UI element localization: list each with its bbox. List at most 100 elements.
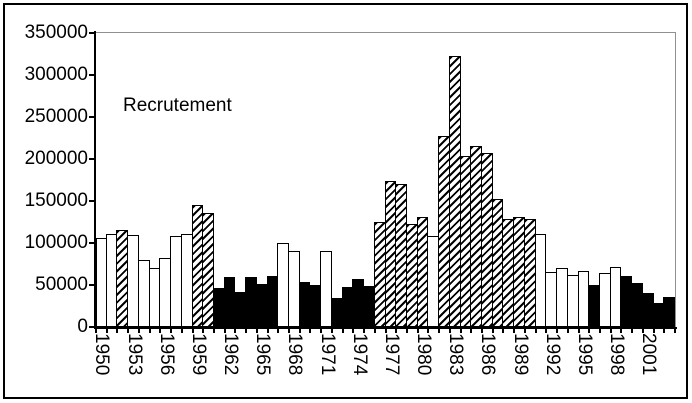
x-axis-tick — [513, 329, 515, 333]
x-axis-tick — [395, 329, 397, 333]
x-axis-tick — [427, 329, 429, 333]
bar-1952 — [116, 230, 128, 327]
y-axis-tick — [89, 116, 94, 118]
bar-1988 — [502, 219, 514, 327]
x-axis-tick — [653, 329, 655, 333]
bar-1986 — [481, 153, 493, 327]
x-axis-tick — [449, 329, 451, 333]
x-axis-label-1974: 1974 — [349, 333, 370, 376]
x-axis-tick — [545, 329, 547, 333]
x-axis-tick — [127, 329, 129, 333]
x-axis-label-1953: 1953 — [124, 333, 145, 376]
y-axis-tick — [89, 158, 94, 160]
x-axis-tick — [234, 329, 236, 333]
bar-1971 — [320, 251, 332, 327]
x-axis-tick — [309, 329, 311, 333]
y-axis-label-350000: 350000 — [24, 22, 88, 43]
x-axis-label-1995: 1995 — [574, 333, 595, 376]
x-axis-label-1977: 1977 — [381, 333, 402, 376]
top-gridline — [96, 32, 676, 33]
x-axis-tick — [331, 329, 333, 333]
x-axis-tick — [535, 329, 537, 333]
x-axis-label-1986: 1986 — [477, 333, 498, 376]
bar-2003 — [663, 297, 675, 327]
y-axis-tick — [89, 326, 94, 328]
x-axis-tick — [438, 329, 440, 333]
x-axis-tick — [470, 329, 472, 333]
y-axis-tick — [89, 242, 94, 244]
x-axis-tick — [320, 329, 322, 333]
x-axis-label-1962: 1962 — [220, 333, 241, 376]
x-axis-tick — [277, 329, 279, 333]
x-axis-tick — [213, 329, 215, 333]
y-axis-tick — [89, 200, 94, 202]
y-axis-tick — [89, 74, 94, 76]
x-axis-tick — [192, 329, 194, 333]
bar-1983 — [449, 56, 461, 327]
x-axis-tick — [159, 329, 161, 333]
y-axis-label-50000: 50000 — [35, 274, 88, 295]
x-axis-tick — [620, 329, 622, 333]
x-axis-label-1989: 1989 — [510, 333, 531, 376]
x-axis-tick — [524, 329, 526, 333]
plot-right-border — [675, 32, 676, 328]
x-axis-tick — [256, 329, 258, 333]
x-axis-tick — [138, 329, 140, 333]
y-axis-tick — [89, 32, 94, 34]
x-axis-tick — [299, 329, 301, 333]
x-axis-tick — [116, 329, 118, 333]
x-axis-tick — [610, 329, 612, 333]
y-axis-label-250000: 250000 — [24, 106, 88, 127]
y-axis-label-100000: 100000 — [24, 232, 88, 253]
x-axis-tick — [374, 329, 376, 333]
x-axis-label-1968: 1968 — [284, 333, 305, 376]
x-axis-tick — [224, 329, 226, 333]
x-axis-tick — [363, 329, 365, 333]
y-axis-label-200000: 200000 — [24, 148, 88, 169]
x-axis-tick — [492, 329, 494, 333]
x-axis-tick — [406, 329, 408, 333]
x-axis-label-1950: 1950 — [91, 333, 112, 376]
x-axis-tick — [578, 329, 580, 333]
x-axis-tick — [106, 329, 108, 333]
x-axis-tick — [481, 329, 483, 333]
x-axis-tick — [556, 329, 558, 333]
x-axis-tick — [352, 329, 354, 333]
x-axis-label-1959: 1959 — [188, 333, 209, 376]
x-axis-tick — [202, 329, 204, 333]
x-axis-tick — [631, 329, 633, 333]
x-axis-line — [94, 327, 677, 329]
x-axis-tick — [245, 329, 247, 333]
x-axis-label-1971: 1971 — [317, 333, 338, 376]
x-axis-label-1980: 1980 — [413, 333, 434, 376]
y-axis-line — [94, 31, 96, 329]
x-axis-tick — [267, 329, 269, 333]
x-axis-tick — [502, 329, 504, 333]
x-axis-label-1998: 1998 — [606, 333, 627, 376]
bar-1985 — [470, 146, 482, 327]
x-axis-label-1992: 1992 — [542, 333, 563, 376]
x-axis-label-2001: 2001 — [638, 333, 659, 376]
y-axis-tick — [89, 284, 94, 286]
x-axis-tick — [181, 329, 183, 333]
x-axis-label-1983: 1983 — [445, 333, 466, 376]
x-axis-tick — [588, 329, 590, 333]
x-axis-label-1965: 1965 — [252, 333, 273, 376]
x-axis-tick — [95, 329, 97, 333]
x-axis-tick — [417, 329, 419, 333]
bar-1978 — [395, 184, 407, 327]
x-axis-tick — [385, 329, 387, 333]
x-axis-tick — [674, 329, 676, 333]
bar-1960 — [202, 213, 214, 327]
y-axis-label-300000: 300000 — [24, 64, 88, 85]
x-axis-tick — [460, 329, 462, 333]
y-axis-label-0: 0 — [77, 316, 88, 337]
x-axis-tick — [288, 329, 290, 333]
chart-title: Recrutement — [123, 95, 232, 116]
x-axis-label-1956: 1956 — [156, 333, 177, 376]
x-axis-tick — [149, 329, 151, 333]
bar-1990 — [524, 219, 536, 327]
x-axis-tick — [342, 329, 344, 333]
x-axis-tick — [170, 329, 172, 333]
